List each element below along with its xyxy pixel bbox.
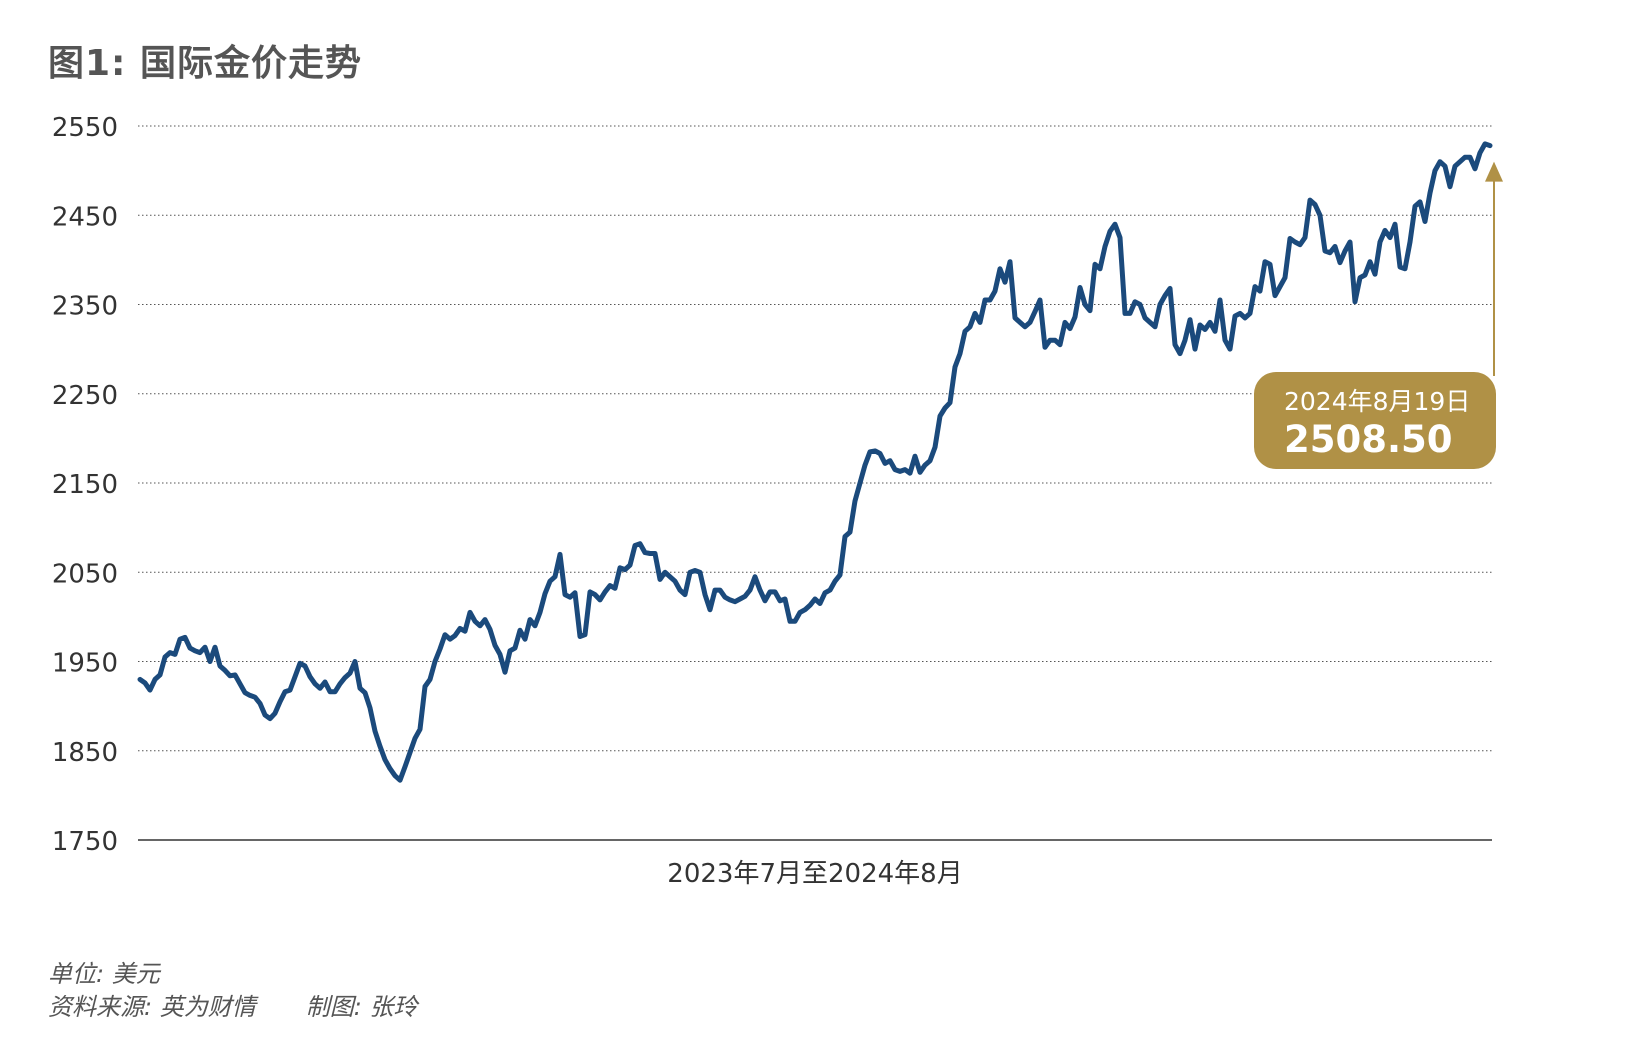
source-note-row: 资料来源: 英为财情 制图: 张玲 [48, 991, 417, 1024]
y-tick-label-1850: 1850 [52, 738, 118, 768]
y-tick-label-2150: 2150 [52, 470, 118, 500]
y-tick-label-2250: 2250 [52, 381, 118, 411]
footer-notes: 单位: 美元 资料来源: 英为财情 制图: 张玲 [48, 958, 417, 1024]
source-note: 资料来源: 英为财情 [48, 993, 256, 1021]
y-tick-label-1950: 1950 [52, 649, 118, 679]
x-axis-label: 2023年7月至2024年8月 [667, 859, 962, 889]
callout-arrow-head [1485, 161, 1503, 182]
y-tick-label-2350: 2350 [52, 292, 118, 322]
gold-price-line [137, 141, 1493, 783]
y-tick-label-2050: 2050 [52, 559, 118, 589]
unit-note-row: 单位: 美元 [48, 958, 417, 991]
latest-price-callout: 2024年8月19日 2508.50 [1254, 161, 1503, 469]
chart-title: 图1: 国际金价走势 [48, 43, 362, 84]
y-tick-label-2550: 2550 [52, 113, 118, 143]
callout-box [1254, 372, 1496, 469]
callout-value-label: 2508.50 [1284, 418, 1453, 461]
y-tick-label-1750: 1750 [52, 827, 118, 857]
y-axis-tick-labels: 1750 1850 1950 2050 2150 2250 2350 2450 2550 [52, 113, 118, 857]
y-tick-label-2450: 2450 [52, 202, 118, 232]
unit-note: 单位: 美元 [48, 960, 160, 988]
callout-date-label: 2024年8月19日 [1284, 387, 1470, 416]
credit-note: 制图: 张玲 [305, 993, 418, 1021]
